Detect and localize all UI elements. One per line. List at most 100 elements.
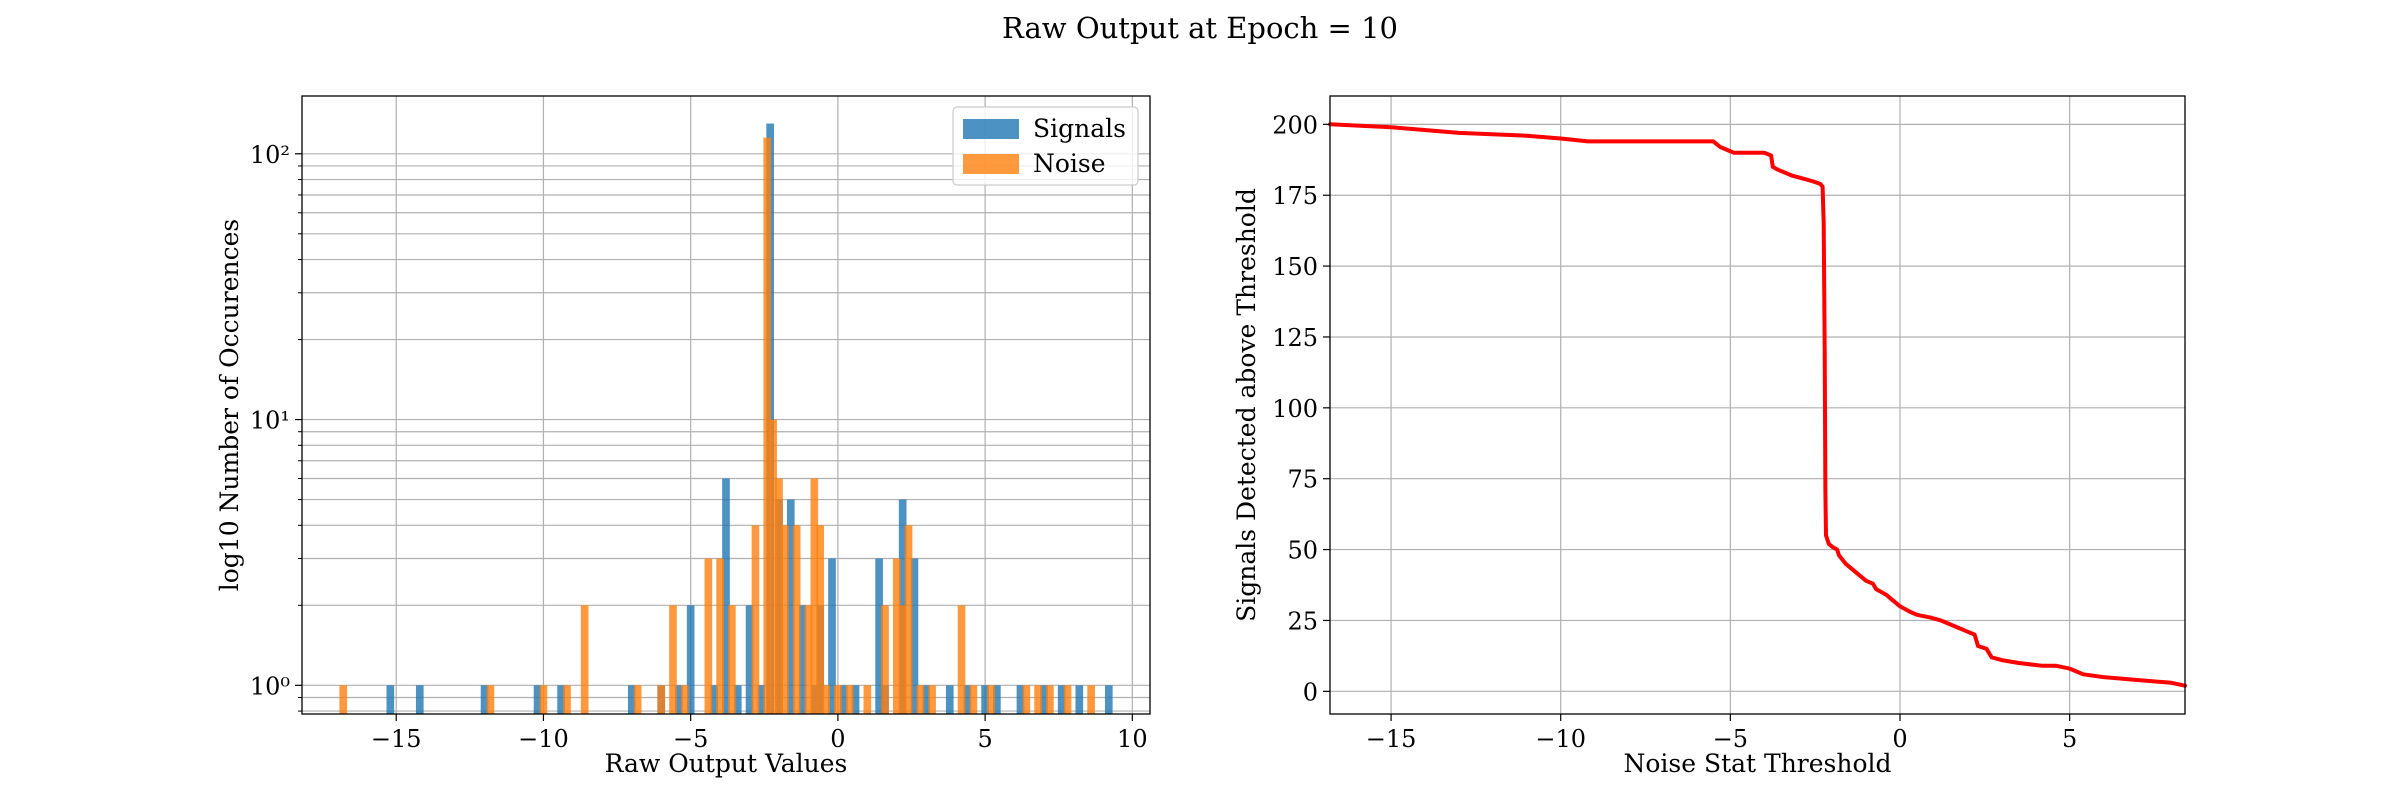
histogram-bar-noise [657, 685, 666, 714]
line-y-tick-label: 200 [1272, 111, 1318, 139]
histogram-bar-signals [733, 685, 742, 714]
histogram-bar-signals [557, 685, 565, 714]
histogram-bar-signals [722, 478, 730, 714]
histogram-bar-noise [728, 605, 736, 714]
line-gridlines [1330, 96, 2185, 714]
histogram-bar-noise [1034, 685, 1042, 714]
histogram-bar-noise [898, 605, 907, 714]
histogram-bar-signals [675, 685, 683, 714]
histogram-bar-signals [981, 685, 989, 714]
histogram-bar-noise [1087, 685, 1095, 714]
histogram-bar-signals [386, 685, 395, 714]
histogram-bar-noise [486, 685, 495, 714]
histogram-bar-noise [751, 525, 760, 714]
histogram-bar-noise [881, 605, 889, 714]
histogram-y-axis-label: log10 Number of Occurences [215, 219, 244, 592]
histogram-bar-noise [987, 685, 995, 714]
histogram-bar-noise [781, 525, 789, 714]
histogram-bar-signals [757, 685, 766, 714]
histogram-bar-noise [580, 605, 589, 714]
histogram-bar-noise [563, 685, 571, 714]
histogram-bar-noise [669, 605, 677, 714]
histogram-bar-signals [745, 605, 754, 714]
histogram-bar-signals [627, 685, 636, 714]
line-x-axis-label: Noise Stat Threshold [1623, 749, 1891, 778]
line-x-tick-label: 5 [2062, 725, 2077, 753]
line-x-tick-label: −5 [1713, 725, 1748, 753]
line-plot-frame [1329, 95, 2186, 715]
histogram-bar-noise [339, 685, 348, 714]
histogram-bar-noise [792, 525, 801, 714]
histogram-bar-noise [775, 478, 783, 714]
histogram-bar-signals [839, 685, 848, 714]
line-x-tick-label: −10 [1535, 725, 1586, 753]
line-y-tick-label: 50 [1287, 537, 1318, 565]
histogram-bar-noise [763, 137, 772, 714]
histogram-ticks: −15 −10 −5 0 5 10 10⁰ 10¹ 10² [250, 141, 1148, 753]
histogram-x-axis-label: Raw Output Values [605, 749, 848, 778]
line-y-tick-label: 25 [1287, 607, 1318, 635]
histogram-bar-noise [633, 685, 642, 714]
line-y-tick-label: 175 [1272, 182, 1318, 210]
histogram-bar-signals [945, 685, 954, 714]
histogram-bar-noise [810, 478, 819, 714]
histogram-bar-noise [716, 558, 724, 714]
signals-detected-line [1328, 122, 2187, 688]
histogram-bar-signals [480, 685, 489, 714]
histogram-bar-noise [863, 685, 872, 714]
histogram-y-tick-label: 10⁰ [250, 672, 290, 700]
histogram-bar-signals [533, 685, 542, 714]
histogram-bar-signals [786, 499, 795, 714]
line-y-axis-label: Signals Detected above Threshold [1232, 188, 1261, 622]
legend-label-noise: Noise [1033, 149, 1106, 178]
histogram-bar-signals [922, 685, 931, 714]
histogram-bar-signals [1057, 685, 1066, 714]
histogram-bar-noise [957, 605, 966, 714]
histogram-y-tick-label: 10² [250, 141, 290, 169]
histogram-bar-noise [928, 685, 936, 714]
histogram-bar-signals [1075, 685, 1084, 714]
line-y-tick-label: 150 [1272, 253, 1318, 281]
histogram-bar-noise [822, 685, 830, 714]
histogram-bar-noise [769, 419, 777, 714]
histogram-bar-noise [539, 685, 548, 714]
legend-swatch-noise [963, 154, 1019, 174]
histogram-bar-signals [963, 685, 972, 714]
histogram-bar-signals [910, 558, 919, 714]
histogram-bar-noise [904, 525, 913, 714]
histogram-bar-signals [710, 685, 719, 714]
legend-swatch-signals [963, 119, 1019, 139]
histogram-bar-noise [1046, 685, 1054, 714]
histogram-x-tick-label: 10 [1117, 725, 1148, 753]
histogram-x-tick-label: 0 [830, 725, 845, 753]
histogram-bar-signals [1040, 685, 1048, 714]
histogram-bar-noise [845, 685, 854, 714]
line-y-tick-label: 75 [1287, 466, 1318, 494]
line-y-tick-label: 0 [1303, 678, 1318, 706]
line-y-tick-label: 125 [1272, 324, 1318, 352]
histogram-bar-noise [916, 685, 925, 714]
histogram-bar-noise [704, 558, 713, 714]
histogram-bar-signals [1104, 685, 1113, 714]
histogram-bar-signals [798, 605, 807, 714]
histogram-bar-noise [816, 525, 825, 714]
histogram-x-tick-label: −10 [518, 725, 569, 753]
line-x-tick-label: −15 [1366, 725, 1417, 753]
histogram-bar-signals [875, 558, 883, 714]
histogram-bar-noise [892, 558, 901, 714]
histogram-bar-signals [828, 558, 836, 714]
histogram-x-tick-label: −5 [673, 725, 708, 753]
legend-label-signals: Signals [1033, 114, 1126, 143]
histogram-bar-signals [1016, 685, 1025, 714]
line-y-tick-label: 100 [1272, 395, 1318, 423]
histogram-plot-frame [301, 95, 1151, 715]
histogram-bar-signals [851, 685, 860, 714]
histogram-bar-noise [1022, 685, 1031, 714]
histogram-bar-signals [415, 685, 424, 714]
histogram-x-tick-label: −15 [371, 725, 422, 753]
line-x-tick-label: 0 [1892, 725, 1907, 753]
histogram-bar-noise [680, 685, 689, 714]
